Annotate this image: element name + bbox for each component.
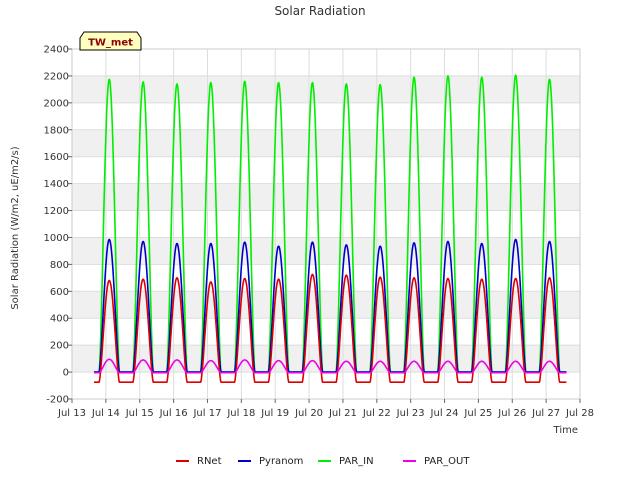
legend-label: PAR_OUT [424,456,470,467]
plot-band [72,102,580,130]
y-tick-label: 1200 [44,206,69,217]
x-tick-label: Jul 16 [159,408,188,419]
x-tick-label: Jul 28 [565,408,594,419]
x-tick-label: Jul 23 [396,408,425,419]
x-tick-label: Jul 21 [328,408,357,419]
x-tick-label: Jul 20 [294,408,323,419]
plot-band [72,291,580,319]
y-tick-label: 2400 [44,45,69,56]
plot-band [72,372,580,399]
y-tick-label: 600 [50,287,69,298]
plot-band [72,210,580,238]
x-axis-label: Time [553,425,578,436]
x-tick-label: Jul 14 [91,408,120,419]
y-tick-label: 1600 [44,152,69,163]
x-tick-label: Jul 13 [57,408,86,419]
y-tick-label: 2000 [44,98,69,109]
y-tick-label: 1000 [44,233,69,244]
plot-band [72,49,580,76]
y-tick-label: 0 [63,368,69,379]
y-tick-label: 2200 [44,71,69,82]
x-tick-label: Jul 18 [226,408,255,419]
x-tick-label: Jul 19 [260,408,289,419]
legend-label: PAR_IN [339,456,374,467]
plot-band [72,75,580,103]
x-tick-label: Jul 25 [463,408,492,419]
x-tick-label: Jul 26 [497,408,526,419]
x-tick-label: Jul 15 [125,408,154,419]
legend: RNet Pyranom PAR_IN PAR_OUT [176,456,470,467]
plot-band [72,156,580,184]
series-line-rnet [93,273,567,383]
y-tick-label: 1400 [44,179,69,190]
x-tick-label: Jul 27 [531,408,560,419]
x-tick-label: Jul 22 [362,408,391,419]
y-axis-ticks: -200 0 200 400 600 800 1000 1200 1400 1600 1800 200… [44,45,72,406]
legend-label: Pyranom [259,456,303,467]
y-tick-label: 800 [50,260,69,271]
plot-band [72,264,580,292]
x-tick-label: Jul 17 [192,408,221,419]
y-tick-label: 200 [50,341,69,352]
site-label: TW_met [88,38,133,49]
plot-band [72,129,580,157]
legend-label: RNet [197,456,222,467]
chart-title: Solar Radiation [274,4,365,18]
series-line-par-out [93,358,567,374]
site-label-box: TW_met [79,31,142,51]
plot-band [72,183,580,211]
series-lines [93,74,567,383]
plot-band [72,345,580,373]
plot-bands [72,49,580,399]
site-label-shape [79,31,142,51]
x-tick-label: Jul 24 [430,408,459,419]
x-axis-ticks: Jul 13 Jul 14 Jul 15 Jul 16 Jul 17 Jul 18 Jul … [57,399,594,419]
plot-band [72,318,580,346]
y-tick-label: 400 [50,314,69,325]
plot-band [72,237,580,265]
y-tick-label: 1800 [44,125,69,136]
plot-frame [71,48,581,400]
y-tick-label: -200 [46,395,69,406]
y-axis-label: Solar Radiation (W/m2, uE/m2/s) [10,146,21,309]
